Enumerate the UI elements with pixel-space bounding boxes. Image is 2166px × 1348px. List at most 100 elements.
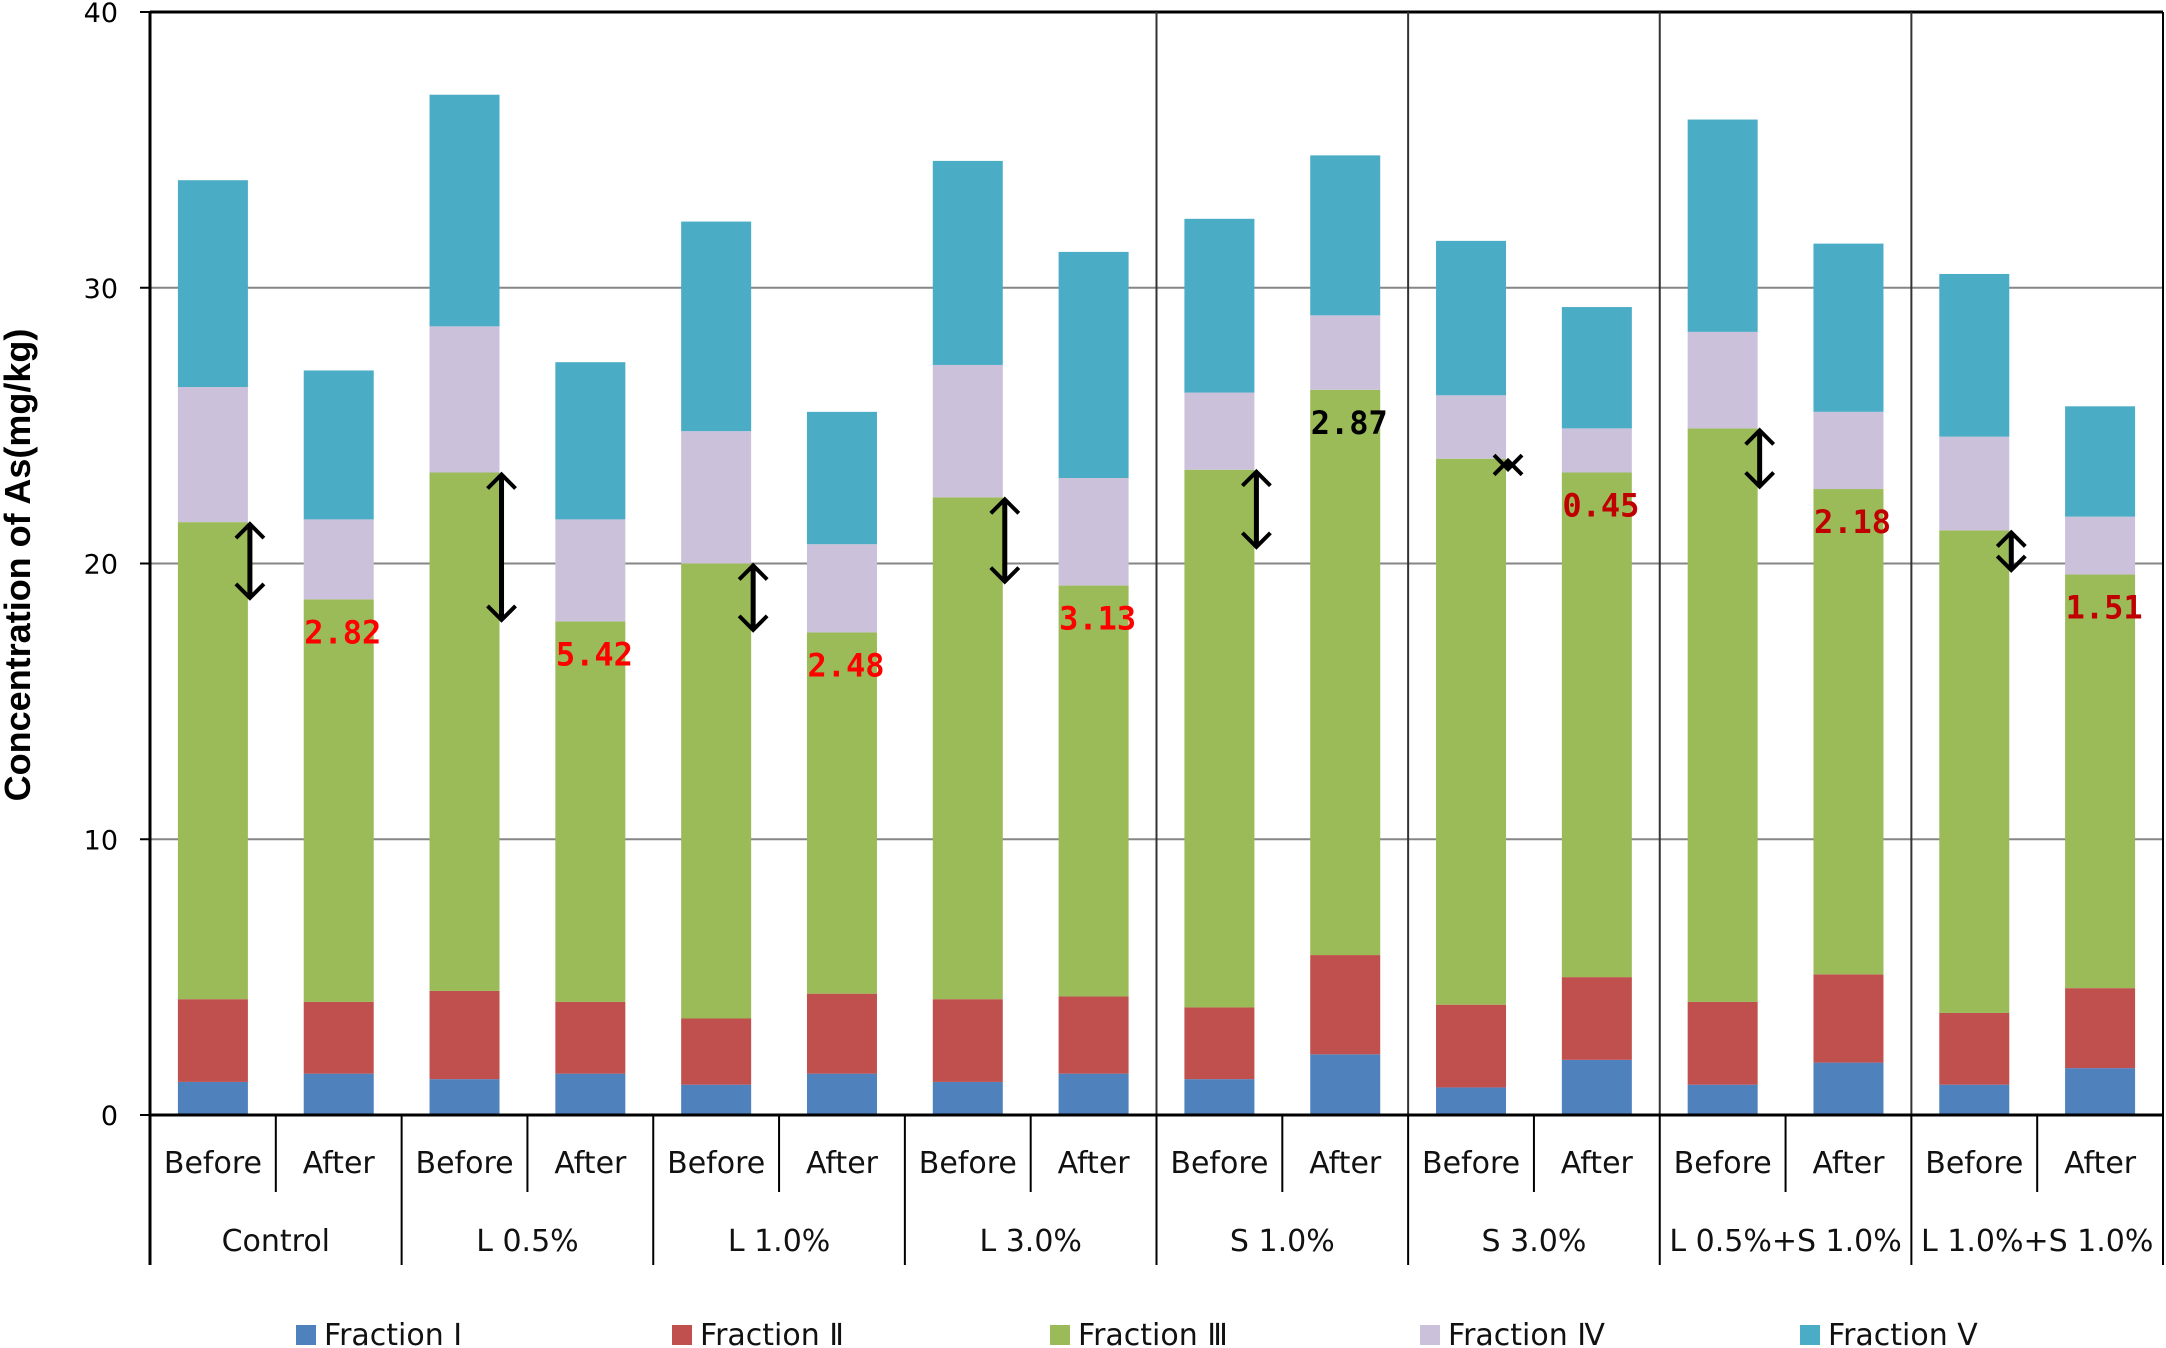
subcategory-label: After xyxy=(806,1146,879,1181)
arrow-head-up xyxy=(1995,529,2027,548)
bar-segment xyxy=(932,497,1003,1000)
bar-segment xyxy=(2065,516,2136,575)
double-arrow-icon xyxy=(234,521,266,601)
bar-stack xyxy=(1184,218,1255,1115)
double-arrow-icon xyxy=(1492,453,1524,477)
bar-stack xyxy=(177,180,248,1115)
arrow-head-down xyxy=(1492,453,1524,472)
y-tick-labels: 0 10 20 30 40 xyxy=(84,0,118,1132)
bar-stack xyxy=(1939,273,2010,1115)
bar-segment xyxy=(1939,530,2010,1013)
double-arrow-icon xyxy=(1995,529,2027,573)
subcategory-label: Before xyxy=(919,1146,1017,1181)
bar-segment xyxy=(1436,458,1507,1005)
bar-segment xyxy=(1310,1054,1381,1115)
bar-segment xyxy=(1813,411,1884,490)
subcategory-label: Before xyxy=(1925,1146,2023,1181)
bar-segment xyxy=(177,387,248,523)
bar-segment xyxy=(681,431,752,564)
bar-segment xyxy=(932,999,1003,1082)
bar-segment xyxy=(1310,155,1381,316)
bar-segment xyxy=(806,411,877,545)
bar-segment xyxy=(2065,574,2136,989)
bar-segment xyxy=(2065,1068,2136,1115)
subcategory-label: Before xyxy=(667,1146,765,1181)
bar-stack xyxy=(681,221,752,1115)
double-arrow-icon xyxy=(1240,468,1272,550)
bar-stack xyxy=(1813,243,1884,1115)
bar-segment xyxy=(1058,478,1129,586)
subcategory-label: Before xyxy=(1422,1146,1520,1181)
legend-swatch xyxy=(296,1325,316,1345)
bar-segment xyxy=(1561,1059,1632,1115)
bar-segment xyxy=(1058,585,1129,997)
arrow-head-up xyxy=(1492,457,1524,477)
bar-segment xyxy=(681,221,752,432)
legend-label: Fraction Ⅰ xyxy=(324,1318,462,1348)
group-label: L 3.0% xyxy=(979,1224,1081,1259)
legend-item: Fraction Ⅳ xyxy=(1420,1318,1605,1348)
bar-segment xyxy=(1561,428,1632,473)
subcategory-label: After xyxy=(2064,1146,2137,1181)
change-label: 1.51 xyxy=(2066,589,2143,627)
double-arrow-icon xyxy=(989,496,1021,585)
subcategory-label: Before xyxy=(415,1146,513,1181)
arrow-head-up xyxy=(1240,468,1272,488)
bar-segment xyxy=(1939,436,2010,531)
bar-stack xyxy=(1561,307,1632,1115)
bar-segment xyxy=(1310,315,1381,390)
legend-label: Fraction Ⅲ xyxy=(1078,1318,1228,1348)
bar-segment xyxy=(806,544,877,633)
bar-segment xyxy=(303,519,374,600)
bar-stack xyxy=(1310,155,1381,1115)
bar-segment xyxy=(429,326,500,473)
bar-segment xyxy=(1184,392,1255,470)
arrow-head-up xyxy=(737,562,769,581)
change-label: 2.82 xyxy=(304,613,381,651)
bar-segment xyxy=(1058,996,1129,1074)
bar-segment xyxy=(429,990,500,1080)
bar-segment xyxy=(1939,273,2010,437)
bar-segment xyxy=(1939,1012,2010,1085)
subcategory-label: After xyxy=(1058,1146,1131,1181)
bar-segment xyxy=(2065,406,2136,517)
subcategory-label: After xyxy=(554,1146,627,1181)
bar-segment xyxy=(1687,1001,1758,1085)
arrow-head-down xyxy=(1744,471,1776,490)
bar-segment xyxy=(1184,1079,1255,1115)
subcategory-label: After xyxy=(1812,1146,1885,1181)
bar-segment xyxy=(932,1081,1003,1115)
bar-segment xyxy=(1184,1007,1255,1080)
y-tick-label: 20 xyxy=(84,550,118,581)
change-label: 0.45 xyxy=(1562,487,1639,525)
bar-segment xyxy=(555,362,626,520)
legend: Fraction Ⅰ Fraction Ⅱ Fraction Ⅲ Fraction Ⅳ… xyxy=(296,1318,1978,1348)
arrow-head-up xyxy=(486,471,517,490)
bar-segment xyxy=(177,1081,248,1115)
y-tick-label: 0 xyxy=(101,1101,118,1132)
bar-segment xyxy=(932,364,1003,498)
bar-segment xyxy=(1687,331,1758,429)
arrow-head-down xyxy=(737,614,769,633)
bar-segment xyxy=(1058,251,1129,479)
legend-swatch xyxy=(1800,1325,1820,1345)
bar-segment xyxy=(1058,1073,1129,1115)
bar-segment xyxy=(1813,1062,1884,1115)
bar-segment xyxy=(1184,218,1255,393)
group-label: L 0.5% xyxy=(476,1224,578,1259)
subcategory-label: After xyxy=(1309,1146,1382,1181)
bar-segment xyxy=(1561,472,1632,978)
bar-segment xyxy=(1436,395,1507,459)
bar-segment xyxy=(1813,489,1884,975)
bar-segment xyxy=(1561,307,1632,429)
bar-segment xyxy=(429,94,500,327)
bar-segment xyxy=(1939,1084,2010,1115)
x-category-labels: Before After Control Before After L 0.5% Befor… xyxy=(164,1146,2154,1259)
change-label: 3.13 xyxy=(1059,600,1136,638)
bar-segment xyxy=(429,1079,500,1115)
group-label: S 3.0% xyxy=(1482,1224,1587,1259)
bar-segment xyxy=(303,1073,374,1115)
arrow-head-down xyxy=(1240,531,1272,550)
bar-segment xyxy=(1310,955,1381,1055)
